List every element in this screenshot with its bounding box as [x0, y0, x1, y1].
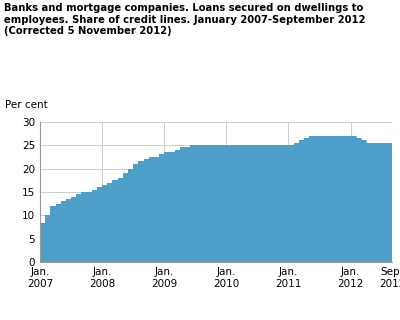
- Text: Banks and mortgage companies. Loans secured on dwellings to
employees. Share of : Banks and mortgage companies. Loans secu…: [4, 3, 366, 36]
- Text: Per cent: Per cent: [5, 100, 48, 110]
